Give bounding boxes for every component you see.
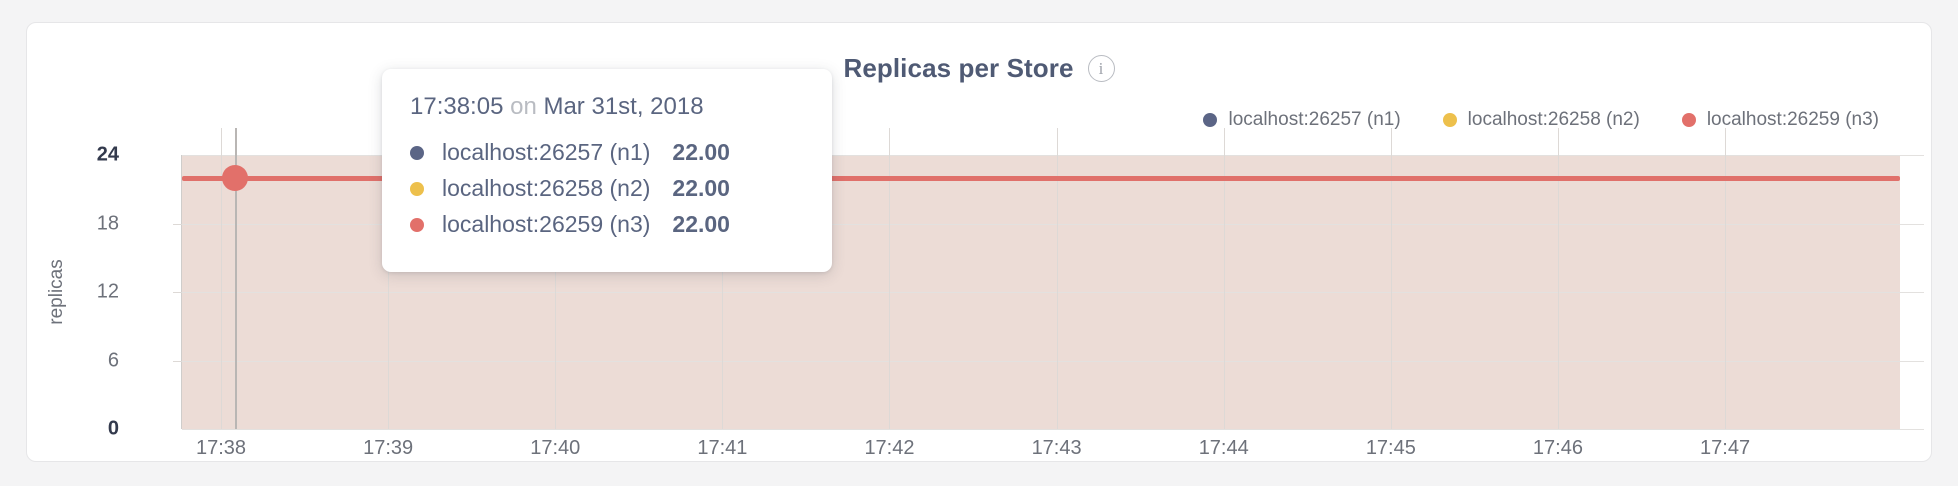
tooltip-series-value: 22.00: [672, 139, 730, 165]
y-axis-tick-label: 0: [107, 417, 119, 440]
x-axis-tick-label: 17:44: [1198, 437, 1249, 459]
legend-label: localhost:26258 (n2): [1467, 109, 1640, 130]
x-axis-tick-label: 17:43: [1031, 437, 1082, 459]
y-axis-label: replicas: [46, 259, 67, 325]
tooltip-series-label: localhost:26258 (n2): [442, 175, 651, 201]
x-axis-tick-label: 17:46: [1532, 437, 1583, 459]
chart-legend: localhost:26257 (n1) localhost:26258 (n2)…: [1203, 109, 1879, 131]
tooltip-row: localhost:26258 (n2) 22.00: [410, 175, 804, 202]
gridline-vertical: [1725, 128, 1727, 429]
x-axis-tick-label: 17:47: [1700, 437, 1751, 459]
tooltip-rows: localhost:26257 (n1) 22.00 localhost:26258…: [410, 139, 804, 238]
info-icon[interactable]: i: [1087, 55, 1115, 82]
y-axis-tick-label: 12: [96, 280, 119, 303]
tooltip-color-dot: [410, 217, 424, 232]
x-axis-tick-label: 17:38: [195, 437, 247, 459]
crosshair-line: [235, 128, 238, 429]
legend-item[interactable]: localhost:26257 (n1): [1203, 109, 1401, 131]
gridline-vertical: [1056, 128, 1058, 429]
x-axis-tick-label: 17:40: [530, 437, 581, 459]
gridline-horizontal: [182, 155, 1924, 156]
x-axis-tick-label: 17:39: [363, 437, 414, 459]
tooltip-series-label: localhost:26259 (n3): [442, 211, 651, 237]
tooltip-row: localhost:26259 (n3) 22.00: [410, 211, 804, 238]
gridline-vertical: [221, 128, 222, 429]
tooltip-date: Mar 31st, 2018: [543, 93, 704, 120]
page-title: Replicas per Store i: [27, 53, 1931, 84]
legend-item[interactable]: localhost:26259 (n3): [1681, 109, 1879, 131]
tooltip-series-value: 22.00: [672, 175, 730, 201]
y-axis-tick-mark: [173, 292, 182, 293]
gridline-vertical: [388, 128, 390, 429]
legend-color-dot: [1681, 113, 1696, 127]
x-axis-tick-label: 17:45: [1365, 437, 1416, 459]
legend-color-dot: [1442, 113, 1457, 127]
gridline-horizontal: [182, 360, 1924, 362]
tooltip-header: 17:38:05 on Mar 31st, 2018: [410, 93, 804, 121]
gridline-vertical: [889, 128, 891, 429]
gridline-vertical: [722, 128, 724, 429]
legend-item[interactable]: localhost:26258 (n2): [1442, 109, 1640, 131]
hover-tooltip: 17:38:05 on Mar 31st, 2018 localhost:262…: [382, 69, 832, 272]
y-axis-tick-label: 6: [107, 349, 119, 371]
gridline-vertical: [1223, 128, 1225, 429]
gridline-vertical: [555, 128, 557, 429]
y-axis-tick-mark: [173, 360, 182, 362]
tooltip-color-dot: [410, 181, 424, 196]
legend-color-dot: [1203, 113, 1218, 127]
x-axis-tick-label: 17:42: [864, 437, 915, 459]
chart-card: Replicas per Store i localhost:26257 (n1…: [26, 22, 1932, 462]
tooltip-conjunction: on: [510, 93, 537, 120]
x-axis-tick-label: 17:41: [697, 437, 748, 459]
gridline-horizontal: [182, 429, 1924, 430]
tooltip-row: localhost:26257 (n1) 22.00: [410, 139, 804, 166]
y-axis-tick-label: 18: [96, 212, 119, 234]
y-axis-tick-label: 24: [96, 143, 119, 166]
gridline-horizontal: [182, 292, 1924, 293]
legend-label: localhost:26257 (n1): [1228, 109, 1401, 130]
tooltip-series-value: 22.00: [672, 211, 730, 237]
tooltip-color-dot: [410, 145, 424, 160]
legend-label: localhost:26259 (n3): [1706, 109, 1879, 130]
gridline-vertical: [1557, 128, 1559, 429]
hover-data-point[interactable]: [222, 164, 249, 191]
tooltip-series-label: localhost:26257 (n1): [442, 139, 651, 165]
chart-title-text: Replicas per Store: [843, 53, 1074, 83]
tooltip-time: 17:38:05: [410, 93, 504, 120]
y-axis-tick-mark: [173, 223, 182, 225]
gridline-vertical: [1390, 128, 1392, 429]
series-line-n3: [182, 175, 1900, 181]
gridline-horizontal: [182, 223, 1924, 225]
